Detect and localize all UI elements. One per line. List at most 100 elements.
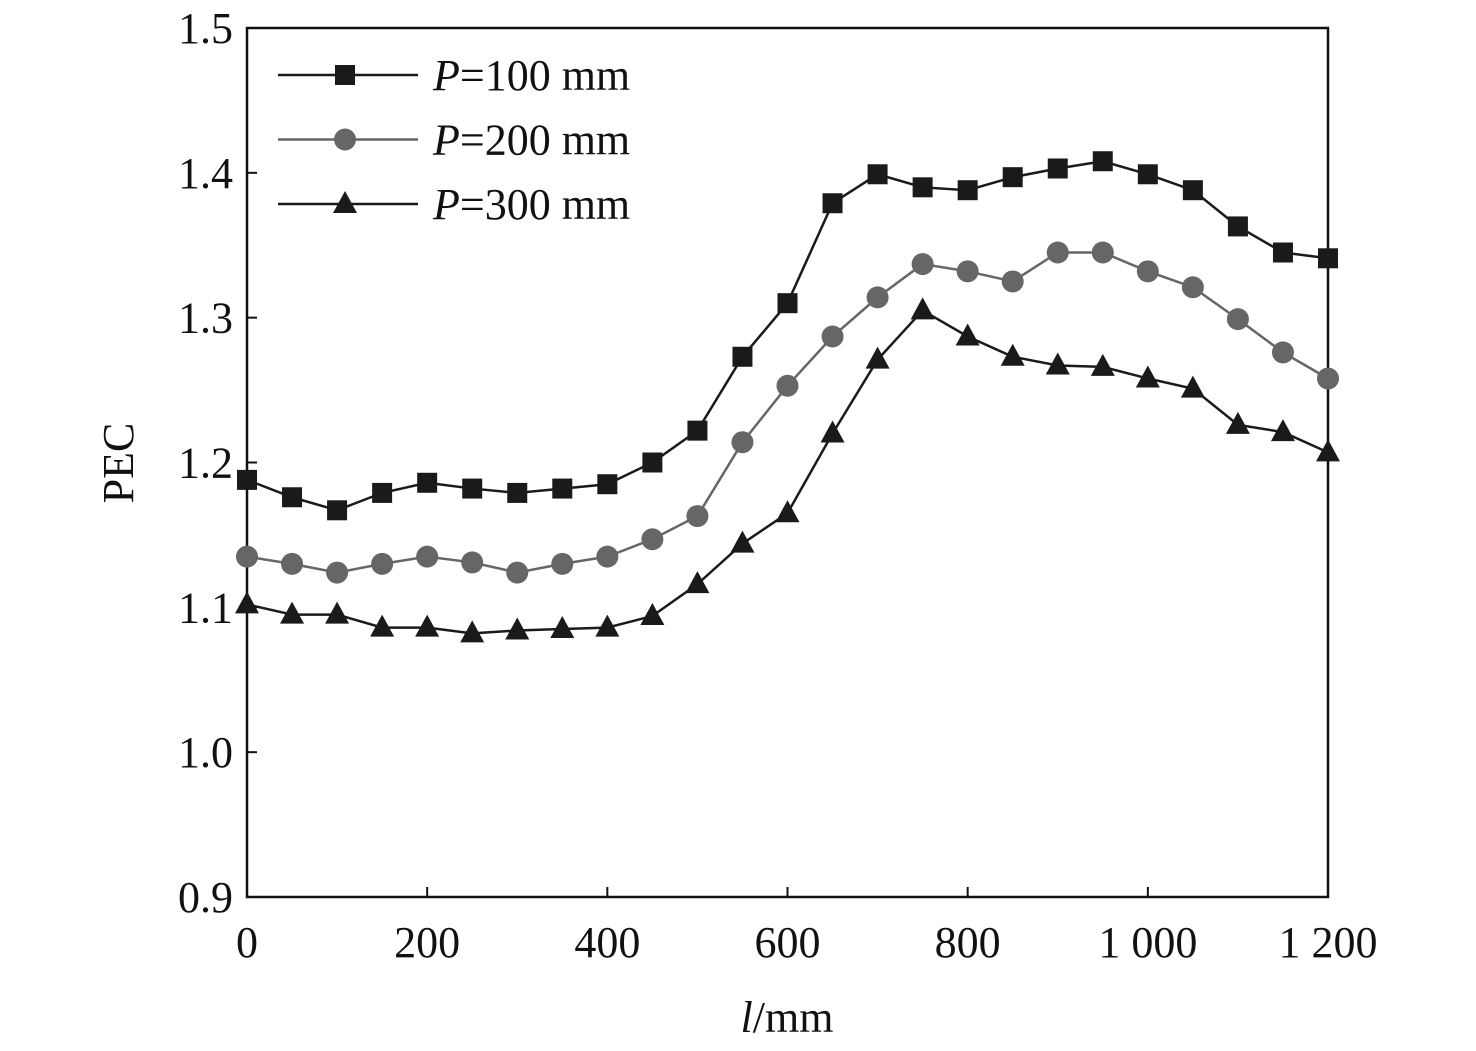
legend-entry: P=200 mm (278, 116, 630, 165)
y-axis-title: PEC (94, 423, 143, 504)
data-point-triangle (370, 614, 395, 637)
data-point-triangle (730, 530, 755, 553)
data-point-square (957, 180, 978, 201)
data-point-square (642, 452, 663, 473)
x-axis-title-var: l (741, 993, 753, 1042)
data-point-circle (866, 286, 889, 309)
data-point-square (1318, 248, 1338, 269)
legend-label-value: =100 mm (460, 51, 630, 100)
data-point-circle (1226, 308, 1249, 331)
legend-label-var: P (432, 51, 460, 100)
data-point-triangle (460, 620, 485, 643)
data-point-circle (281, 552, 304, 575)
data-point-square (237, 469, 257, 490)
x-tick-label: 600 (755, 918, 821, 967)
series-line (246, 159, 1329, 512)
data-point-circle (236, 545, 258, 568)
data-point-triangle (550, 616, 575, 639)
data-point-circle (956, 260, 979, 283)
data-point-square (1137, 164, 1158, 185)
data-point-circle (371, 552, 394, 575)
data-point-circle (326, 561, 349, 584)
series-circle (236, 241, 1339, 584)
data-point-circle (334, 128, 356, 151)
x-tick-label: 800 (935, 918, 1001, 967)
data-point-triangle (1045, 352, 1070, 375)
y-tick-label: 1.2 (178, 439, 233, 488)
data-point-triangle (640, 603, 665, 626)
data-point-triangle (1000, 343, 1025, 366)
data-point-square (552, 478, 573, 499)
data-point-triangle (1270, 419, 1295, 442)
legend-label-value: =200 mm (460, 116, 630, 165)
data-point-triangle (955, 323, 980, 346)
data-point-triangle (820, 420, 845, 443)
data-point-circle (1181, 276, 1204, 299)
y-tick-label: 0.9 (178, 873, 233, 922)
data-point-square (507, 482, 528, 503)
x-axis-title: l/mm (741, 993, 834, 1042)
data-point-triangle (505, 617, 530, 640)
data-point-circle (641, 528, 664, 551)
data-point-square (912, 177, 933, 198)
data-point-triangle (775, 500, 800, 523)
legend-label: P=200 mm (432, 116, 630, 165)
data-point-circle (776, 374, 799, 397)
data-point-circle (1091, 241, 1114, 264)
data-point-triangle (595, 614, 620, 637)
data-point-triangle (235, 591, 259, 614)
data-point-square (1047, 158, 1068, 179)
data-point-square (335, 65, 355, 85)
data-point-circle (1001, 270, 1024, 293)
data-point-circle (911, 253, 934, 276)
data-point-circle (416, 545, 439, 568)
data-point-square (462, 478, 483, 499)
legend-label: P=100 mm (432, 51, 630, 100)
legend-entry: P=300 mm (278, 180, 630, 229)
legend-entry: P=100 mm (278, 51, 630, 100)
data-point-square (327, 500, 348, 521)
data-point-triangle (865, 346, 890, 369)
legend-label-var: P (432, 180, 460, 229)
data-point-square (372, 482, 393, 503)
x-tick-label: 400 (574, 918, 640, 967)
data-point-triangle (1225, 411, 1250, 434)
data-point-circle (596, 545, 619, 568)
y-tick-label: 1.0 (178, 728, 233, 777)
data-point-triangle (910, 297, 935, 320)
data-point-triangle (1316, 439, 1340, 462)
x-tick-label: 1 000 (1098, 918, 1197, 967)
data-point-square (417, 472, 438, 493)
x-axis-title-unit: /mm (753, 993, 834, 1042)
legend-label-var: P (432, 116, 460, 165)
data-point-square (1182, 180, 1203, 201)
data-point-triangle (1090, 353, 1115, 376)
series-line (246, 308, 1329, 635)
data-point-circle (821, 325, 844, 348)
legend-label: P=300 mm (432, 180, 630, 229)
x-tick-label: 0 (236, 918, 258, 967)
x-tick-label: 1 200 (1279, 918, 1378, 967)
data-point-circle (551, 552, 574, 575)
data-point-square (1002, 167, 1023, 188)
data-point-triangle (685, 571, 710, 594)
data-point-square (597, 474, 618, 495)
series-square (237, 151, 1338, 521)
data-point-circle (1136, 260, 1159, 283)
data-point-square (732, 346, 753, 367)
y-tick-label: 1.3 (178, 294, 233, 343)
y-tick-label: 1.5 (178, 4, 233, 53)
data-point-circle (1271, 341, 1294, 364)
legend-label-value: =300 mm (460, 180, 630, 229)
data-point-triangle (325, 601, 350, 624)
x-tick-label: 200 (394, 918, 460, 967)
data-point-square (687, 420, 708, 441)
plot-frame (245, 26, 1330, 899)
y-tick-label: 1.4 (178, 149, 233, 198)
data-point-square (867, 164, 888, 185)
data-point-square (1272, 242, 1293, 263)
data-point-square (777, 293, 798, 314)
data-point-triangle (1180, 375, 1205, 398)
data-point-square (1092, 151, 1113, 172)
series-triangle (235, 297, 1340, 643)
